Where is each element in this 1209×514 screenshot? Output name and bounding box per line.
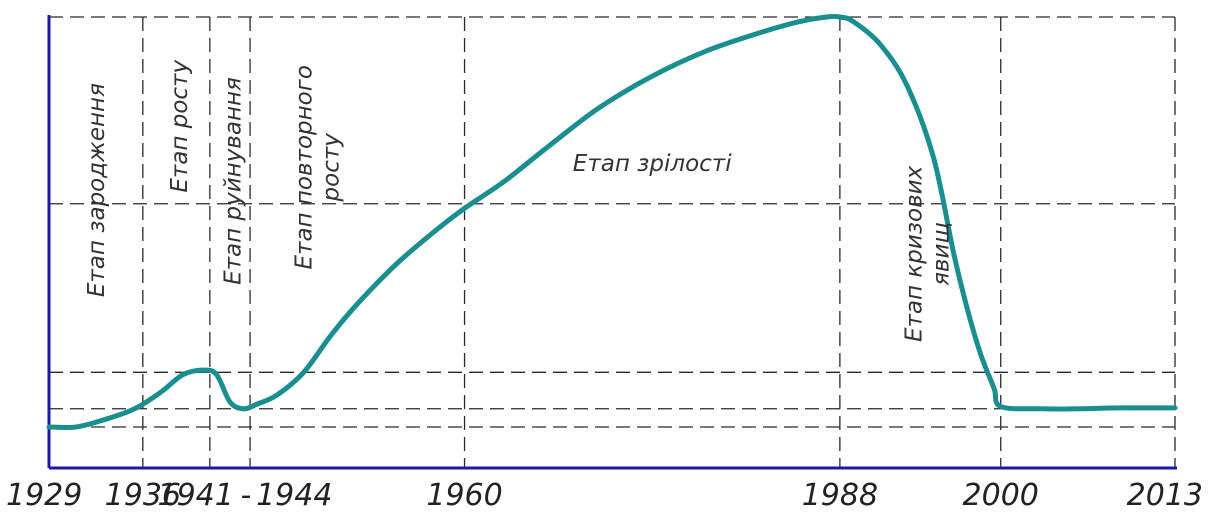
stage-label-text: Етап руйнування xyxy=(221,77,247,285)
stage-label-text: Етап кризовихявищ xyxy=(902,165,955,342)
stage-label-growth: Етап росту xyxy=(167,60,193,193)
stage-label-text: Етап росту xyxy=(167,60,193,193)
curve-layer xyxy=(46,13,1178,430)
x-tick-label: 2013 xyxy=(1127,478,1203,513)
stage-label-maturity: Етап зрілості xyxy=(573,151,732,177)
x-tick-separator: - xyxy=(241,478,252,513)
x-tick-label: 1936 xyxy=(105,478,181,513)
x-tick-label: 2000 xyxy=(963,478,1039,513)
stage-label-text: Етап зрілості xyxy=(573,151,732,177)
stage-label-origin: Етап зародження xyxy=(84,83,110,297)
x-tick-label: 1929 xyxy=(6,478,82,513)
x-tick-label: 1988 xyxy=(802,478,878,513)
x-tick-label: 1960 xyxy=(426,478,502,513)
axes-layer xyxy=(47,15,1177,470)
x-tick-label: 1941 xyxy=(157,478,233,513)
life-cycle-curve xyxy=(46,13,1178,430)
x-tick-label: 1944 xyxy=(256,478,332,513)
stage-label-crisis: Етап кризовихявищ xyxy=(902,165,955,342)
stage-label-text: Етап повторногоросту xyxy=(292,65,345,269)
grid-layer xyxy=(49,16,1176,468)
stage-label-regrowth: Етап повторногоросту xyxy=(292,65,345,269)
stage-label-text: Етап зародження xyxy=(84,83,110,297)
stage-label-destruction: Етап руйнування xyxy=(221,77,247,285)
